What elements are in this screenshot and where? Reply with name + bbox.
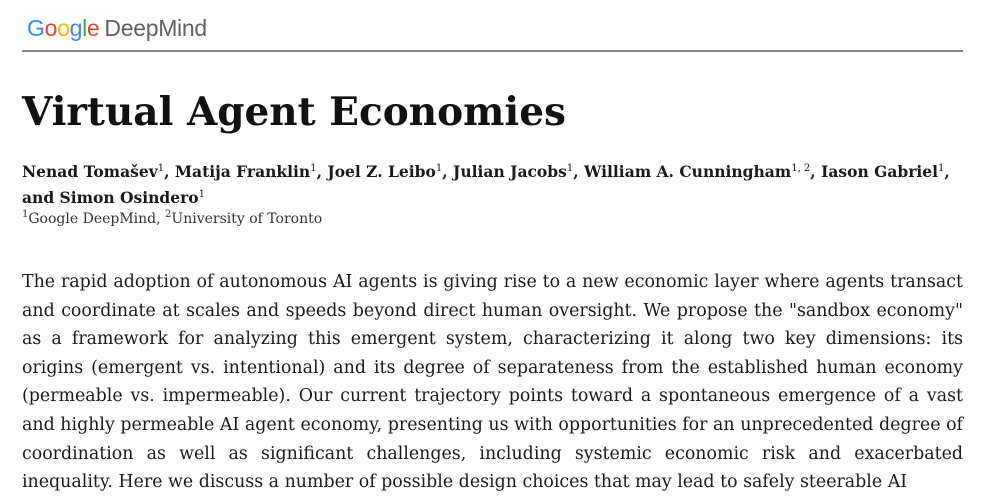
author-separator: , [316, 162, 328, 181]
author-list: Nenad Tomašev1, Matija Franklin1, Joel Z… [22, 159, 952, 211]
affiliation-name: Google DeepMind [28, 211, 157, 227]
author-affiliation-mark: 1 [938, 163, 945, 174]
logo-letter: o [44, 15, 58, 41]
author-affiliation-mark: 1 [310, 163, 317, 174]
author-separator: , [573, 162, 584, 181]
author-affiliation-mark: 1, 2 [791, 163, 811, 174]
author-separator: , [442, 162, 454, 181]
deepmind-wordmark: DeepMind [104, 15, 207, 41]
author-affiliation-mark: 1 [157, 163, 165, 174]
affiliations: 1Google DeepMind, 2University of Toronto [22, 209, 323, 228]
author-name: William A. Cunningham [584, 162, 792, 181]
affiliation-mark: 1 [22, 209, 29, 220]
author-name: Nenad Tomašev [22, 162, 158, 181]
author-separator: , [164, 162, 175, 181]
logo-letter: l [82, 15, 87, 41]
affiliation-mark: 2 [165, 209, 172, 220]
author-name: Iason Gabriel [821, 162, 939, 181]
author-name: Simon Osindero [59, 188, 199, 207]
page-header: Google DeepMind [22, 0, 963, 52]
author-affiliation-mark: 1 [566, 163, 574, 174]
author-joiner: and [22, 188, 60, 207]
logo-letter: g [69, 15, 83, 41]
logo-letter: e [86, 15, 100, 41]
author-separator: , [810, 162, 822, 181]
google-deepmind-logo: Google DeepMind [27, 17, 207, 40]
author-name: Joel Z. Leibo [327, 162, 436, 181]
author-affiliation-mark: 1 [435, 163, 443, 174]
paper-title: Virtual Agent Economies [22, 89, 566, 135]
google-wordmark: Google [27, 15, 100, 41]
author-separator: , [944, 162, 950, 181]
author-name: Matija Franklin [174, 162, 311, 181]
abstract-text: The rapid adoption of autonomous AI agen… [22, 272, 963, 493]
author-name: Julian Jacobs [453, 162, 567, 181]
author-affiliation-mark: 1 [198, 189, 205, 200]
affiliation-separator: , [156, 211, 166, 227]
logo-letter: G [27, 15, 45, 41]
logo-letter: o [57, 15, 70, 41]
affiliation-name: University of Toronto [171, 211, 323, 227]
